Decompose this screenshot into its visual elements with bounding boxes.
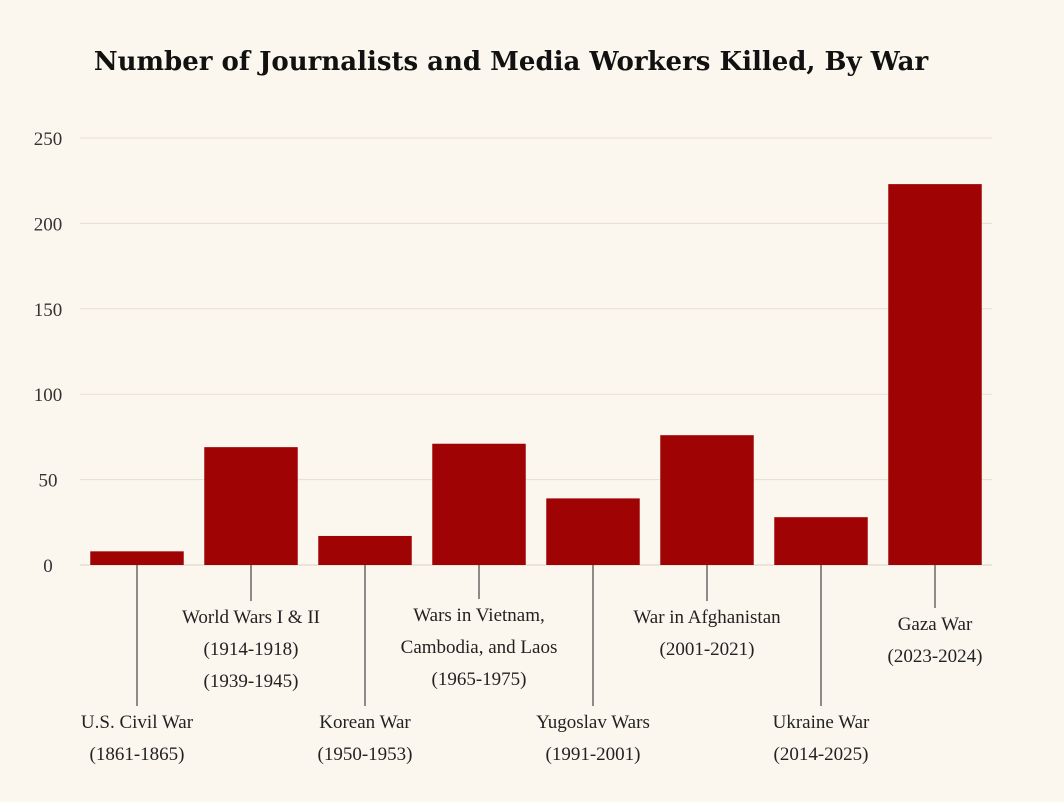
chart-title: Number of Journalists and Media Workers … — [94, 47, 929, 77]
category-label-3: Korean War (1950-1953) — [318, 712, 413, 765]
bar-7 — [774, 517, 868, 565]
category-label-6-line-2: (2001-2021) — [660, 639, 755, 660]
category-label-7-line-1: Ukraine War — [773, 712, 870, 733]
category-label-4: Wars in Vietnam, Cambodia, and Laos (1965-… — [401, 605, 558, 690]
category-label-5: Yugoslav Wars (1991-2001) — [536, 712, 650, 765]
bar-6 — [660, 435, 754, 565]
category-label-5-line-2: (1991-2001) — [546, 744, 641, 765]
y-tick-label-50: 50 — [39, 471, 58, 492]
bar-2 — [204, 447, 298, 565]
category-label-2: World Wars I & II (1914-1918) (1939-1945) — [182, 607, 320, 692]
category-label-7: Ukraine War (2014-2025) — [773, 712, 870, 765]
category-label-1-line-1: U.S. Civil War — [81, 712, 194, 733]
category-label-1: U.S. Civil War (1861-1865) — [81, 712, 194, 765]
category-labels: U.S. Civil War (1861-1865) World Wars I & … — [81, 565, 983, 765]
bar-3 — [318, 535, 412, 565]
y-axis: 0 50 100 150 200 250 — [34, 129, 63, 577]
bars — [90, 184, 982, 565]
category-label-2-line-3: (1939-1945) — [204, 671, 299, 692]
y-tick-label-200: 200 — [34, 214, 63, 235]
category-label-8-line-1: Gaza War — [898, 614, 973, 635]
category-label-8: Gaza War (2023-2024) — [888, 614, 983, 667]
category-label-1-line-2: (1861-1865) — [90, 744, 185, 765]
bar-8 — [888, 184, 982, 565]
y-tick-label-100: 100 — [34, 385, 63, 406]
category-label-5-line-1: Yugoslav Wars — [536, 712, 650, 733]
bar-4 — [432, 443, 526, 565]
category-label-6-line-1: War in Afghanistan — [633, 607, 781, 628]
category-label-6: War in Afghanistan (2001-2021) — [633, 607, 781, 660]
category-label-4-line-2: Cambodia, and Laos — [401, 637, 558, 658]
y-tick-label-0: 0 — [43, 556, 53, 577]
category-label-4-line-3: (1965-1975) — [432, 669, 527, 690]
category-label-3-line-1: Korean War — [319, 712, 411, 733]
category-label-2-line-2: (1914-1918) — [204, 639, 299, 660]
category-label-8-line-2: (2023-2024) — [888, 646, 983, 667]
category-label-4-line-1: Wars in Vietnam, — [413, 605, 545, 626]
y-tick-label-250: 250 — [34, 129, 63, 150]
y-tick-label-150: 150 — [34, 300, 63, 321]
bar-1 — [90, 551, 184, 565]
category-label-7-line-2: (2014-2025) — [774, 744, 869, 765]
category-label-2-line-1: World Wars I & II — [182, 607, 320, 628]
bar-5 — [546, 498, 640, 565]
category-label-3-line-2: (1950-1953) — [318, 744, 413, 765]
